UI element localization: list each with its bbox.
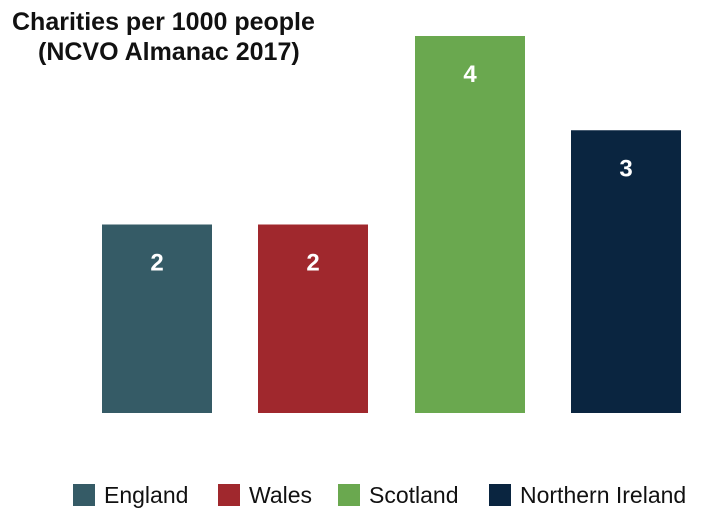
legend: England Wales Scotland Northern Ireland: [73, 482, 686, 508]
bars-group: 2 2 4 3: [102, 36, 681, 413]
legend-label-england: England: [104, 482, 188, 508]
legend-swatch-wales: [218, 484, 240, 506]
bar-england: [102, 224, 212, 413]
legend-label-scotland: Scotland: [369, 482, 459, 508]
chart-title-line-2: (NCVO Almanac 2017): [38, 38, 300, 66]
data-label-wales: 2: [306, 250, 319, 277]
legend-label-wales: Wales: [249, 482, 312, 508]
legend-swatch-england: [73, 484, 95, 506]
data-label-northern-ireland: 3: [619, 155, 632, 182]
legend-item-northern-ireland: Northern Ireland: [489, 482, 686, 508]
legend-swatch-scotland: [338, 484, 360, 506]
bar-wales: [258, 224, 368, 413]
bar-scotland: [415, 36, 525, 413]
chart-title-line-1: Charities per 1000 people: [12, 8, 315, 36]
legend-item-england: England: [73, 482, 188, 508]
data-label-scotland: 4: [463, 61, 477, 88]
bar-northern-ireland: [571, 130, 681, 413]
data-label-england: 2: [150, 250, 163, 277]
legend-label-northern-ireland: Northern Ireland: [520, 482, 686, 508]
legend-swatch-northern-ireland: [489, 484, 511, 506]
legend-item-wales: Wales: [218, 482, 312, 508]
legend-item-scotland: Scotland: [338, 482, 459, 508]
